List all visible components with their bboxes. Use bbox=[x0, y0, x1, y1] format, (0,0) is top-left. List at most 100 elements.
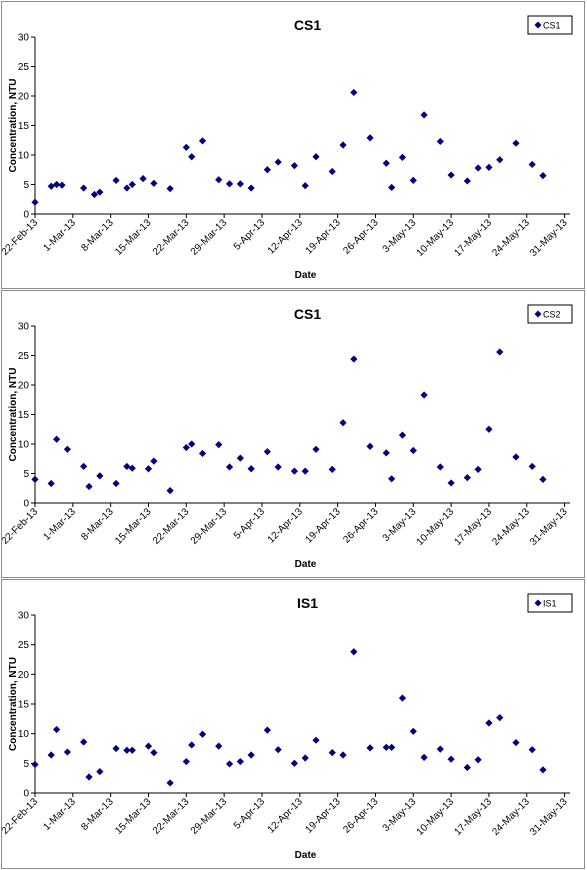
y-tick-label: 30 bbox=[18, 322, 30, 333]
data-point bbox=[512, 453, 520, 461]
data-point bbox=[80, 184, 88, 192]
x-tick-label: 5-Apr-13 bbox=[232, 506, 268, 542]
data-point bbox=[128, 464, 136, 472]
data-point bbox=[447, 755, 455, 763]
data-point bbox=[409, 446, 417, 455]
data-point bbox=[182, 757, 190, 766]
data-point bbox=[496, 156, 504, 164]
data-point bbox=[463, 763, 471, 772]
y-tick-label: 20 bbox=[18, 92, 30, 103]
chart-panel-1: CS1 0 5 10 15 20 25 30 22-Feb-13 1-Mar-13 8-Mar-13… bbox=[1, 1, 585, 289]
data-point bbox=[166, 779, 174, 787]
data-point bbox=[166, 487, 174, 495]
chart-title: CS1 bbox=[294, 306, 321, 322]
x-tick-label: 12-Apr-13 bbox=[266, 217, 306, 257]
y-tick-label: 15 bbox=[18, 410, 30, 421]
x-tick-label: 3-May-13 bbox=[381, 796, 419, 834]
data-point bbox=[312, 445, 320, 453]
x-tick-label: 19-Apr-13 bbox=[304, 217, 344, 257]
chart-3-svg: IS1 0 5 10 15 20 25 30 22-Feb-13 1-Mar-13 8-Mar-13… bbox=[2, 593, 573, 861]
data-point bbox=[366, 744, 374, 752]
chart-panel-2: CS1 0 5 10 15 20 25 30 22-Feb-13 1-Mar-13 8-Mar-13… bbox=[1, 290, 585, 578]
data-point bbox=[485, 163, 493, 171]
data-point bbox=[528, 746, 536, 754]
y-tick-label: 20 bbox=[18, 381, 30, 392]
x-tick-label: 12-Apr-13 bbox=[266, 796, 306, 836]
x-tick-label: 15-Mar-13 bbox=[113, 796, 154, 837]
y-axis-title: Concentration, NTU bbox=[8, 368, 19, 462]
x-tick-label: 22-Mar-13 bbox=[151, 506, 192, 547]
data-point bbox=[225, 463, 234, 471]
data-point bbox=[420, 111, 428, 119]
x-axis-title: Date bbox=[295, 850, 317, 861]
y-tick-label: 5 bbox=[23, 759, 29, 770]
data-point bbox=[236, 757, 244, 766]
data-point bbox=[528, 462, 536, 471]
legend-marker bbox=[534, 310, 542, 318]
data-point bbox=[188, 741, 196, 749]
data-point bbox=[112, 479, 120, 488]
data-point bbox=[528, 160, 536, 169]
x-tick-label: 24-May-13 bbox=[490, 796, 532, 838]
legend-marker bbox=[534, 21, 542, 29]
chart-2-svg: CS1 0 5 10 15 20 25 30 22-Feb-13 1-Mar-13 8-Mar-13… bbox=[2, 304, 573, 570]
y-tick-label: 0 bbox=[23, 210, 29, 221]
x-tick-label: 24-May-13 bbox=[490, 506, 532, 548]
data-point bbox=[474, 756, 482, 764]
x-axis-title: Date bbox=[295, 559, 317, 570]
data-point bbox=[539, 172, 547, 180]
legend-box bbox=[527, 593, 573, 613]
x-tick-label: 1-Mar-13 bbox=[41, 217, 78, 254]
data-point bbox=[182, 143, 190, 151]
data-point bbox=[263, 166, 271, 174]
data-point bbox=[31, 475, 39, 483]
data-point bbox=[539, 766, 547, 774]
data-point bbox=[63, 445, 72, 453]
data-point bbox=[398, 153, 407, 161]
data-point bbox=[123, 462, 131, 471]
y-axis-title: Concentration, NTU bbox=[8, 657, 19, 751]
data-point bbox=[290, 467, 298, 475]
data-point bbox=[485, 719, 493, 727]
data-point bbox=[128, 746, 136, 754]
data-point bbox=[339, 751, 347, 759]
y-tick-label: 15 bbox=[18, 121, 30, 132]
data-point bbox=[144, 742, 153, 750]
data-point bbox=[236, 454, 244, 462]
data-point bbox=[339, 419, 347, 427]
data-point bbox=[150, 179, 158, 187]
data-point bbox=[474, 164, 482, 172]
legend: IS1 bbox=[527, 593, 573, 613]
x-tick-label: 22-Feb-13 bbox=[2, 217, 40, 258]
x-tick-label: 17-May-13 bbox=[452, 217, 494, 259]
data-point bbox=[388, 475, 396, 483]
data-point bbox=[463, 177, 471, 185]
x-tick-label: 22-Mar-13 bbox=[151, 217, 192, 258]
data-point bbox=[150, 457, 158, 465]
data-point bbox=[31, 760, 39, 769]
data-point bbox=[496, 348, 504, 356]
x-tick-label: 5-Apr-13 bbox=[232, 217, 268, 253]
data-point bbox=[301, 182, 309, 190]
data-point bbox=[274, 158, 282, 166]
data-point bbox=[80, 738, 88, 746]
data-point bbox=[350, 88, 358, 97]
x-tick-label: 17-May-13 bbox=[452, 506, 494, 548]
data-point bbox=[198, 449, 207, 458]
data-point bbox=[274, 746, 282, 754]
data-point bbox=[247, 184, 255, 192]
data-point bbox=[447, 479, 455, 487]
chart-1-svg: CS1 0 5 10 15 20 25 30 22-Feb-13 1-Mar-13 8-Mar-13… bbox=[2, 15, 573, 281]
y-tick-label: 30 bbox=[18, 611, 30, 622]
data-point bbox=[409, 176, 417, 184]
data-point bbox=[512, 738, 520, 747]
data-point bbox=[96, 472, 104, 480]
data-point bbox=[225, 180, 234, 188]
y-tick-label: 20 bbox=[18, 670, 30, 681]
data-point bbox=[139, 175, 147, 183]
x-tick-label: 17-May-13 bbox=[452, 796, 494, 838]
x-tick-label: 1-Mar-13 bbox=[41, 506, 78, 543]
data-point bbox=[388, 743, 396, 751]
x-tick-label: 15-Mar-13 bbox=[113, 217, 154, 258]
y-tick-label: 25 bbox=[18, 640, 30, 651]
